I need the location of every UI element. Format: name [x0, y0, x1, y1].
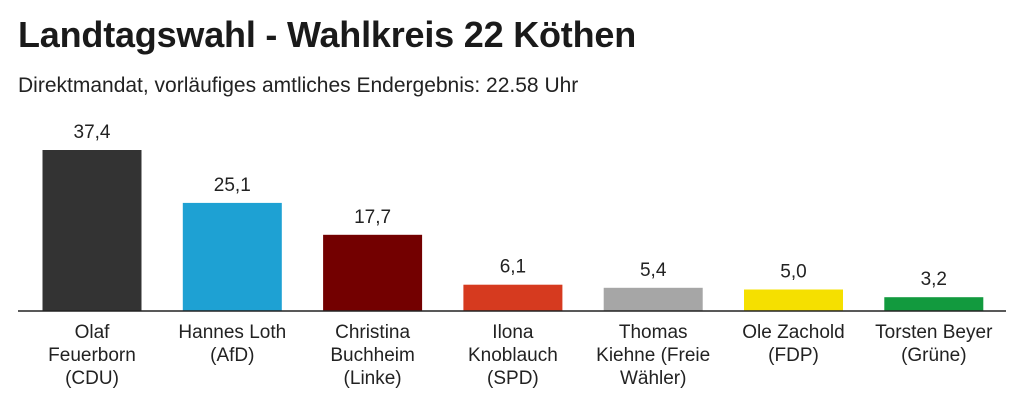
bar-6: [884, 297, 984, 311]
chart-title: Landtagswahl - Wahlkreis 22 Köthen: [18, 14, 636, 55]
category-label-4: Thomas Kiehne (Freie Wähler): [596, 322, 710, 389]
bar-5: [744, 289, 843, 311]
category-label-1: Hannes Loth (AfD): [178, 322, 286, 366]
value-label-6: 3,2: [921, 269, 947, 290]
bar-0: [42, 150, 142, 311]
category-label-0: Olaf Feuerborn (CDU): [48, 322, 136, 389]
bar-2: [323, 234, 423, 311]
value-label-1: 25,1: [214, 175, 251, 196]
category-label-5: Ole Zachold (FDP): [742, 322, 844, 366]
bar-1: [182, 202, 282, 311]
category-label-3: Ilona Knoblauch (SPD): [468, 322, 558, 389]
value-label-2: 17,7: [354, 207, 391, 228]
value-label-0: 37,4: [74, 122, 111, 143]
category-label-6: Torsten Beyer (Grüne): [875, 322, 993, 366]
chart-subtitle: Direktmandat, vorläufiges amtliches Ende…: [18, 74, 579, 97]
value-label-5: 5,0: [780, 262, 806, 283]
value-label-4: 5,4: [640, 260, 667, 281]
bar-3: [463, 284, 563, 311]
value-label-3: 6,1: [500, 257, 526, 278]
category-label-2: Christina Buchheim (Linke): [330, 322, 415, 389]
bar-4: [603, 287, 703, 311]
